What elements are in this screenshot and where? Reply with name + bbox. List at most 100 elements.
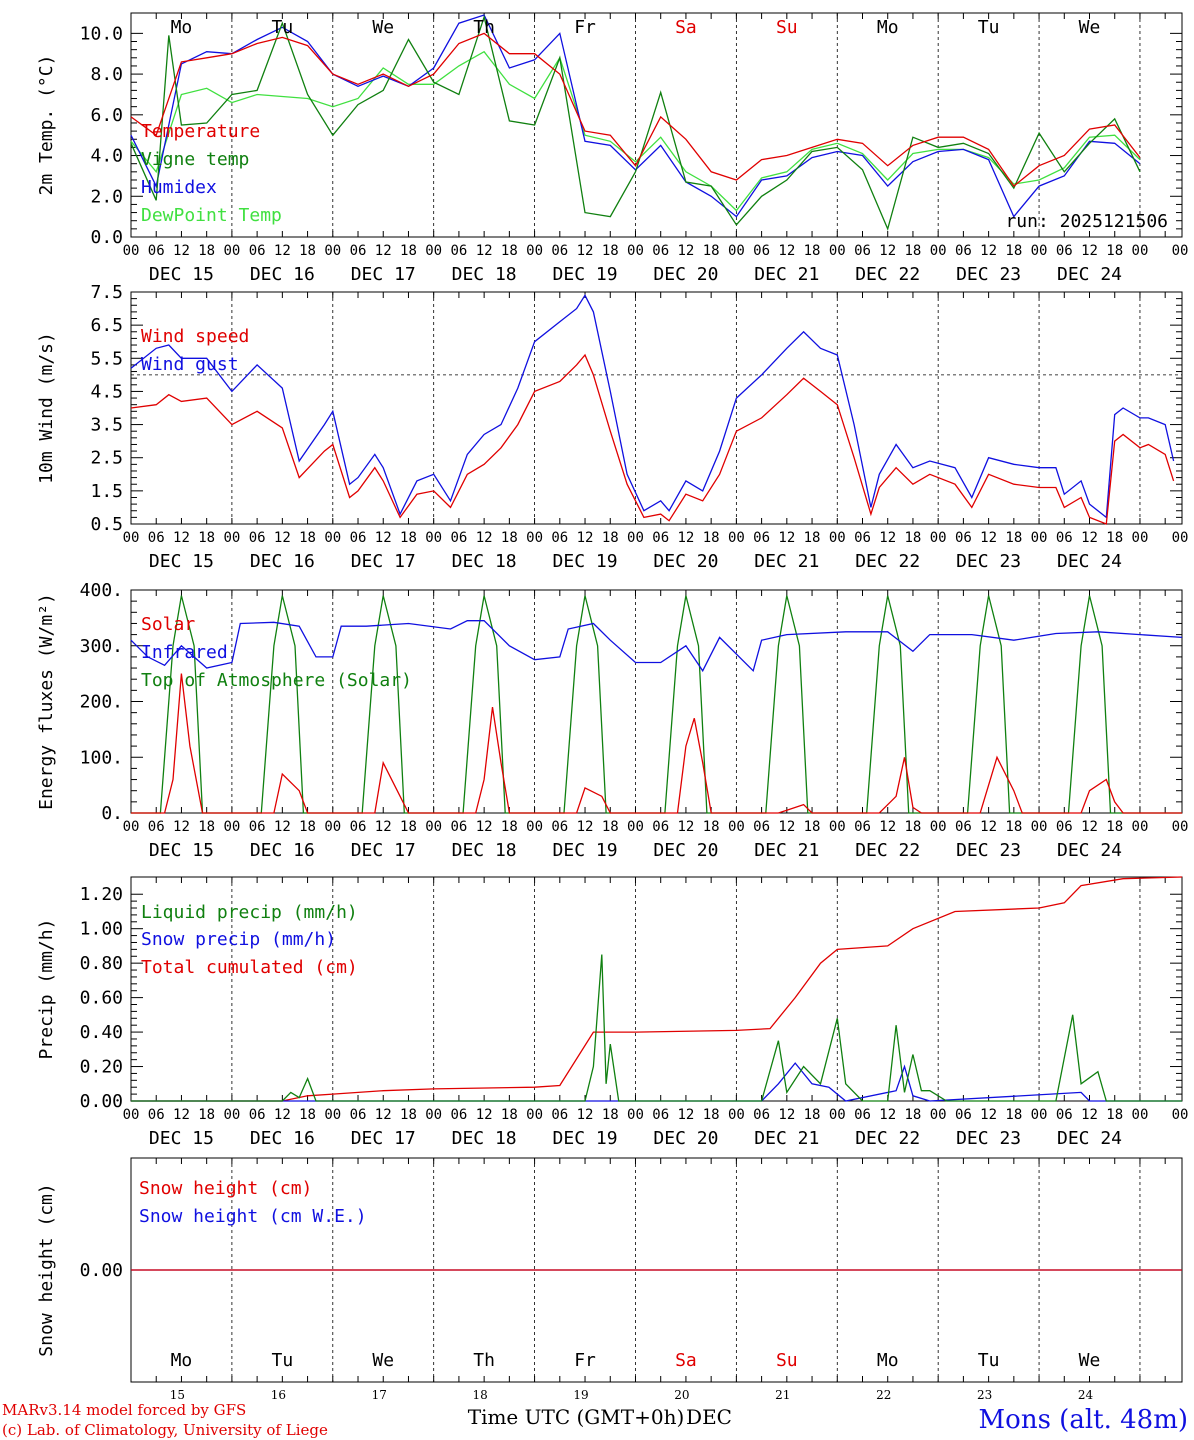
hour-tick-label: 06 bbox=[652, 530, 669, 546]
hour-tick-label: 00 bbox=[930, 1107, 947, 1123]
hour-tick-label: 00 bbox=[627, 1107, 644, 1123]
y-tick-label: 1.5 bbox=[90, 481, 123, 502]
lab-credit: (c) Lab. of Climatology, University of L… bbox=[2, 1421, 328, 1439]
y-tick-label: 0.40 bbox=[80, 1022, 123, 1043]
hour-tick-label: 00 bbox=[223, 1107, 240, 1123]
hour-tick-label: 06 bbox=[450, 819, 467, 835]
date-label: DEC 19 bbox=[553, 840, 618, 861]
date-label: DEC 16 bbox=[250, 840, 315, 861]
hour-tick-label: 12 bbox=[778, 530, 795, 546]
hour-tick-label: 00 bbox=[223, 819, 240, 835]
hour-tick-label: 00 bbox=[1172, 819, 1189, 835]
hour-tick-label: 00 bbox=[728, 819, 745, 835]
hour-tick-label: 12 bbox=[577, 819, 594, 835]
y-axis-label: Precip (mm/h) bbox=[36, 919, 57, 1060]
hour-tick-label: 06 bbox=[955, 819, 972, 835]
legend-solar: Solar bbox=[141, 614, 195, 635]
date-label: DEC 15 bbox=[149, 551, 214, 572]
series-liquid-precip-mm-h- bbox=[131, 954, 1182, 1102]
hour-tick-label: 18 bbox=[400, 819, 417, 835]
hour-tick-label: 06 bbox=[955, 1107, 972, 1123]
date-label: DEC 22 bbox=[855, 551, 920, 572]
hour-tick-label: 12 bbox=[980, 1107, 997, 1123]
weekday-label-bottom: Th bbox=[473, 1350, 495, 1371]
weekday-label-bottom: Mo bbox=[877, 1350, 899, 1371]
hour-tick-label: 00 bbox=[123, 1107, 140, 1123]
weekday-label: Mo bbox=[877, 17, 899, 38]
hour-tick-label: 06 bbox=[854, 819, 871, 835]
y-tick-label: 1.00 bbox=[80, 919, 123, 940]
hour-tick-label: 00 bbox=[425, 1107, 442, 1123]
day-number: 20 bbox=[674, 1388, 689, 1402]
hour-tick-label: 12 bbox=[274, 819, 291, 835]
date-label: DEC 18 bbox=[452, 551, 517, 572]
hour-tick-label: 12 bbox=[879, 819, 896, 835]
y-tick-label: 400. bbox=[80, 580, 123, 601]
hour-tick-label: 06 bbox=[1056, 243, 1073, 259]
hour-tick-label: 12 bbox=[375, 1107, 392, 1123]
hour-tick-label: 00 bbox=[1132, 243, 1149, 259]
hour-tick-label: 12 bbox=[677, 1107, 694, 1123]
date-label: DEC 21 bbox=[754, 264, 819, 285]
hour-tick-label: 18 bbox=[703, 243, 720, 259]
hour-tick-label: 18 bbox=[299, 243, 316, 259]
weekday-label-bottom: We bbox=[1079, 1350, 1101, 1371]
y-tick-label: 0.0 bbox=[90, 227, 123, 248]
hour-tick-label: 18 bbox=[602, 243, 619, 259]
hour-tick-label: 18 bbox=[703, 1107, 720, 1123]
hour-tick-label: 00 bbox=[728, 243, 745, 259]
hour-tick-label: 06 bbox=[249, 1107, 266, 1123]
hour-tick-label: 06 bbox=[551, 530, 568, 546]
weekday-label: We bbox=[372, 17, 394, 38]
hour-tick-label: 18 bbox=[1106, 1107, 1123, 1123]
weekday-label-bottom: Fr bbox=[574, 1350, 596, 1371]
hour-tick-label: 00 bbox=[123, 530, 140, 546]
hour-tick-label: 00 bbox=[526, 530, 543, 546]
series-wind-speed bbox=[130, 353, 1175, 525]
hour-tick-label: 00 bbox=[1172, 1107, 1189, 1123]
date-label: DEC 23 bbox=[956, 264, 1021, 285]
weekday-label-bottom: Tu bbox=[978, 1350, 1000, 1371]
hour-tick-label: 00 bbox=[930, 819, 947, 835]
hour-tick-label: 18 bbox=[299, 1107, 316, 1123]
hour-tick-label: 12 bbox=[577, 1107, 594, 1123]
hour-tick-label: 06 bbox=[450, 530, 467, 546]
date-label: DEC 16 bbox=[250, 264, 315, 285]
y-tick-label: 200. bbox=[80, 692, 123, 713]
hour-tick-label: 12 bbox=[778, 243, 795, 259]
hour-tick-label: 00 bbox=[223, 530, 240, 546]
hour-tick-label: 00 bbox=[425, 530, 442, 546]
hour-tick-label: 00 bbox=[324, 1107, 341, 1123]
day-number: 24 bbox=[1078, 1388, 1094, 1402]
hour-tick-label: 12 bbox=[476, 1107, 493, 1123]
legend-infrared: Infrared bbox=[141, 642, 228, 663]
panel-frame-1 bbox=[130, 12, 1183, 238]
hour-tick-label: 12 bbox=[476, 243, 493, 259]
hour-tick-label: 00 bbox=[123, 819, 140, 835]
hour-tick-label: 06 bbox=[350, 243, 367, 259]
x-axis-label: Time UTC (GMT+0h) bbox=[468, 1405, 685, 1429]
weekday-label: We bbox=[1079, 17, 1101, 38]
legend-wind-gust: Wind gust bbox=[141, 354, 239, 375]
hour-tick-label: 06 bbox=[955, 530, 972, 546]
hour-tick-label: 00 bbox=[829, 530, 846, 546]
y-tick-label: 300. bbox=[80, 636, 123, 657]
legend-snow-height-cm-: Snow height (cm) bbox=[139, 1178, 312, 1199]
hour-tick-label: 18 bbox=[400, 530, 417, 546]
y-tick-label: 2.5 bbox=[90, 448, 123, 469]
hour-tick-label: 12 bbox=[677, 530, 694, 546]
series-vigne-temp bbox=[130, 14, 1141, 231]
legend-top-of-atmosphere-solar-: Top of Atmosphere (Solar) bbox=[141, 670, 412, 691]
y-tick-label: 2.0 bbox=[90, 186, 123, 207]
series-temperature bbox=[130, 32, 1141, 188]
hour-tick-label: 00 bbox=[1132, 1107, 1149, 1123]
hour-tick-label: 12 bbox=[677, 819, 694, 835]
date-label: DEC 17 bbox=[351, 551, 416, 572]
date-label: DEC 15 bbox=[149, 840, 214, 861]
hour-tick-label: 12 bbox=[577, 243, 594, 259]
hour-tick-label: 06 bbox=[753, 530, 770, 546]
y-tick-label: 0. bbox=[101, 803, 123, 824]
hour-tick-label: 12 bbox=[173, 819, 190, 835]
legend-humidex: Humidex bbox=[141, 177, 217, 198]
